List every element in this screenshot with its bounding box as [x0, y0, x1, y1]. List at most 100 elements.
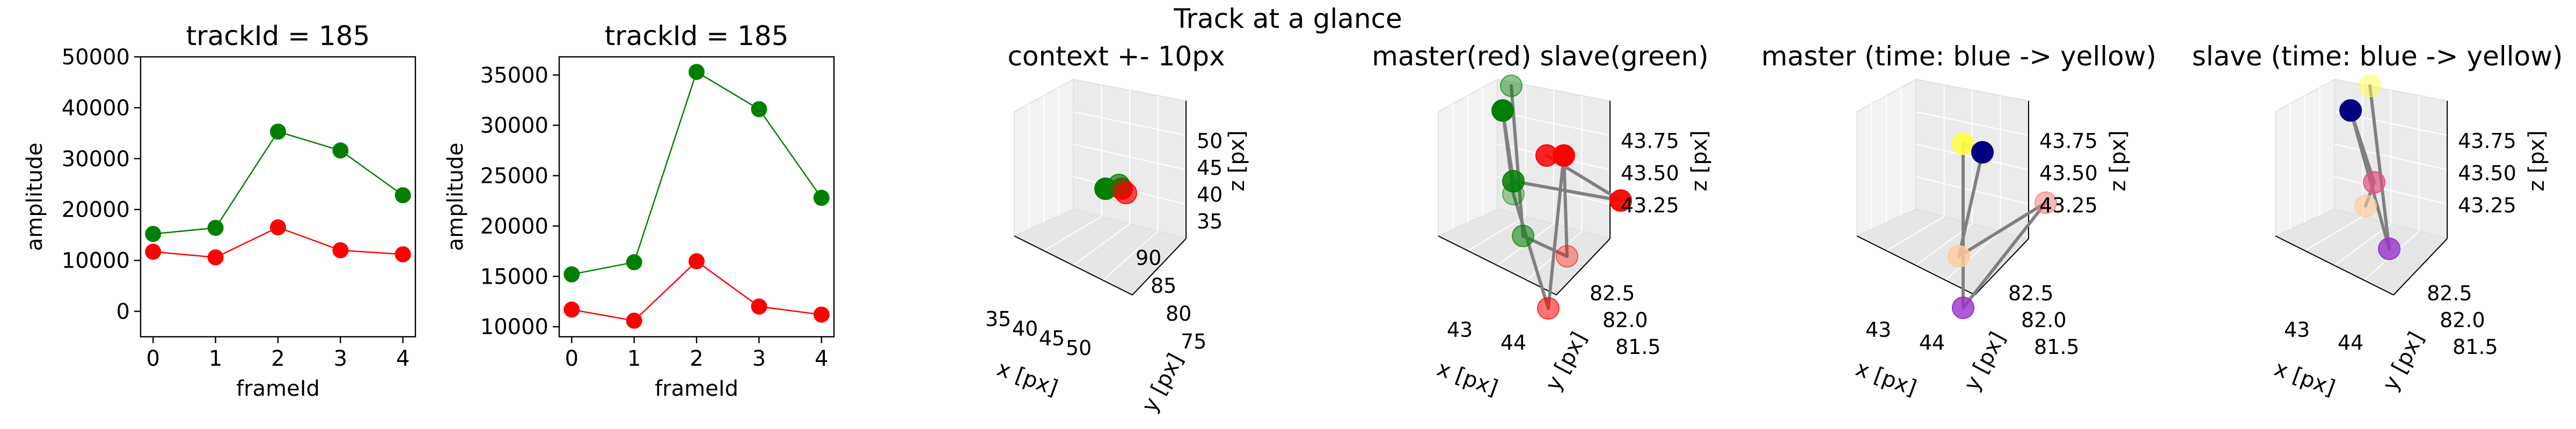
- data-point: [2339, 99, 2362, 122]
- data-point: [332, 142, 349, 159]
- data-point: [207, 249, 224, 265]
- y-axis-label: amplitude: [23, 143, 47, 251]
- x-axis-line: [1856, 235, 1975, 295]
- data-point: [145, 243, 162, 260]
- data-point: [145, 226, 162, 242]
- x-tick-label: 44: [2338, 331, 2363, 354]
- x-tick-label: 1: [627, 346, 641, 371]
- x-tick-label: 3: [752, 346, 766, 371]
- x-tick-label: 2: [690, 346, 703, 371]
- data-point: [270, 219, 286, 235]
- data-point: [2378, 238, 2401, 260]
- z-tick-label: 43.25: [2458, 194, 2516, 217]
- y-tick-label: 82.5: [1590, 282, 1635, 305]
- line-chart-2: trackId = 185 0 1 2 3 4 10000 15000 20000 25000 30…: [443, 20, 835, 401]
- grid-line: [2304, 216, 2363, 252]
- y-tick-label: 10000: [480, 315, 548, 339]
- x-tick-label: 2: [271, 346, 284, 371]
- data-point: [2354, 195, 2377, 217]
- chart-title: trackId = 185: [605, 20, 789, 51]
- y-tick-label: 82.0: [1602, 308, 1648, 332]
- x-axis-line: [1014, 235, 1133, 295]
- data-point: [2359, 75, 2381, 97]
- y-tick-label: 80: [1166, 302, 1191, 326]
- data-point: [1556, 245, 1578, 268]
- track-edge: [1547, 154, 1565, 310]
- grid-line: [1043, 216, 1102, 252]
- track-edge: [1512, 180, 1622, 202]
- track-edge: [1562, 154, 1569, 258]
- data-point: [1952, 132, 1974, 155]
- z-tick-label: 35: [1197, 210, 1223, 233]
- y-tick-label: 82.5: [2008, 282, 2054, 305]
- x-tick-label: 50: [1066, 336, 1092, 360]
- y-tick-label: 81.5: [2453, 335, 2498, 359]
- x-tick-label: 43: [2284, 318, 2310, 342]
- y-axis-line: [1132, 238, 1187, 295]
- 3d-scatter-4: slave (time: blue -> yellow) 43.75 43.50 43…: [2192, 41, 2563, 401]
- grid-line: [1102, 231, 1159, 281]
- z-tick-label: 43.50: [2039, 161, 2098, 185]
- grid-line: [1073, 223, 1130, 266]
- line-chart-1: trackId = 185 0 1 2 3 4 0 10000 20000 30000 40000 5…: [23, 20, 416, 401]
- track-edge: [1501, 109, 1515, 183]
- x-tick-label: 44: [1919, 331, 1945, 354]
- data-point: [626, 312, 642, 329]
- data-point: [332, 242, 349, 258]
- y-tick-label: 82.0: [2021, 308, 2067, 332]
- y-tick-label: 10000: [62, 249, 130, 273]
- x-tick-label: 3: [334, 346, 347, 371]
- data-point: [813, 306, 830, 323]
- y-axis-line: [2393, 238, 2448, 295]
- y-tick-label: 82.0: [2440, 308, 2485, 332]
- y-axis-line: [1974, 238, 2029, 295]
- data-point: [207, 219, 224, 236]
- y-tick-label: 30000: [480, 114, 548, 138]
- y-tick-label: 40000: [62, 96, 130, 121]
- y-tick-label: 35000: [480, 63, 548, 88]
- y-tick-label: 90: [1136, 246, 1161, 270]
- y-tick-label: 15000: [480, 264, 548, 289]
- x-tick-label: 44: [1501, 331, 1526, 354]
- track-edge: [1957, 151, 1984, 258]
- data-point: [270, 123, 286, 140]
- x-tick-label: 4: [815, 346, 828, 371]
- data-point: [1500, 75, 1523, 97]
- grid-line: [2334, 223, 2391, 266]
- x-tick-label: 1: [209, 346, 222, 371]
- y-tick-label: 75: [1181, 330, 1206, 353]
- grid-line: [1467, 216, 1526, 252]
- y-axis-label: amplitude: [443, 143, 468, 251]
- z-tick-label: 43.50: [1621, 161, 1679, 185]
- x-tick-label: 35: [985, 307, 1011, 331]
- x-axis-line: [2275, 235, 2394, 295]
- chart-title: trackId = 185: [186, 20, 370, 51]
- z-tick-label: 43.25: [1621, 194, 1679, 217]
- x-tick-label: 43: [1865, 318, 1891, 342]
- z-tick-label: 50: [1197, 129, 1223, 153]
- data-point: [751, 101, 767, 117]
- data-point: [394, 246, 411, 263]
- y-tick-label: 25000: [480, 164, 548, 189]
- data-point: [1553, 144, 1575, 167]
- track-edge: [2368, 84, 2391, 250]
- z-tick-label: 43.50: [2458, 161, 2516, 185]
- x-tick-label: 43: [1447, 318, 1473, 342]
- x-axis-label: frameId: [236, 376, 320, 401]
- chart-title: slave (time: blue -> yellow): [2192, 41, 2563, 72]
- z-axis-label: z [px]: [1225, 130, 1249, 191]
- x-tick-label: 4: [396, 346, 409, 371]
- y-tick-label: 20000: [480, 214, 548, 239]
- z-tick-label: 43.75: [1621, 129, 1679, 153]
- data-point: [394, 187, 411, 204]
- y-tick-label: 50000: [62, 45, 130, 70]
- chart-title: context +- 10px: [1007, 41, 1225, 72]
- data-point: [626, 254, 642, 271]
- grid-line: [1886, 216, 1945, 252]
- grid-line: [2334, 176, 2448, 205]
- data-point: [1948, 245, 1970, 268]
- track-edge: [1512, 193, 1550, 310]
